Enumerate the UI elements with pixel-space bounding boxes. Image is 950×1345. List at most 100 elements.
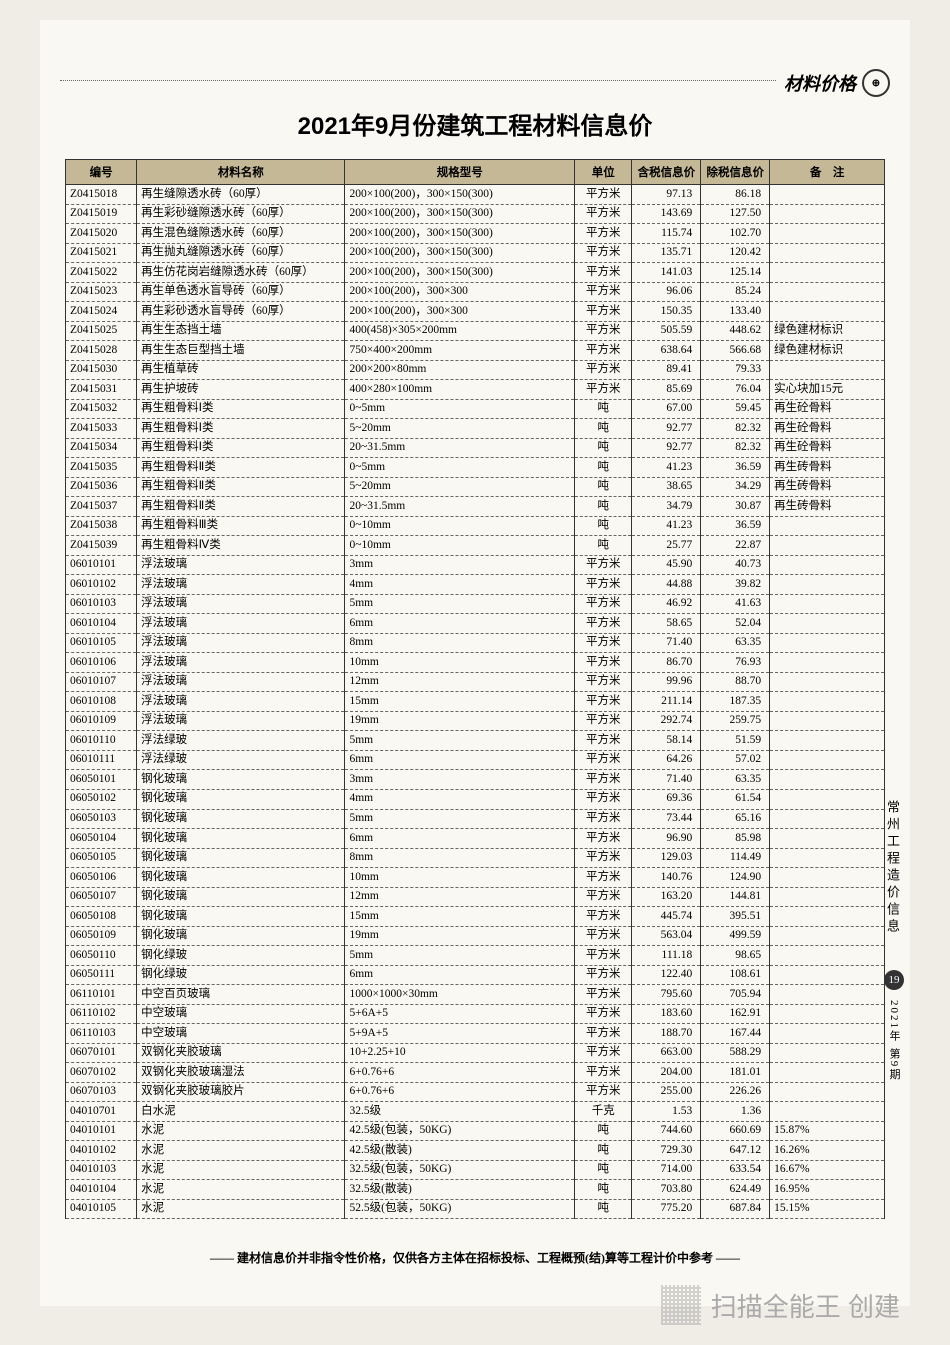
table-cell: 中空百页玻璃	[137, 985, 345, 1005]
table-cell	[770, 302, 885, 322]
table-row: 06010102浮法玻璃4mm平方米44.8839.82	[66, 575, 885, 595]
table-cell: 255.00	[632, 1082, 701, 1102]
table-row: 06050102钢化玻璃4mm平方米69.3661.54	[66, 789, 885, 809]
table-cell: 吨	[575, 419, 632, 439]
table-cell	[770, 1043, 885, 1063]
table-cell: 吨	[575, 536, 632, 556]
table-cell: 再生砖骨料	[770, 458, 885, 478]
table-cell: 16.67%	[770, 1160, 885, 1180]
table-cell: 再生生态挡土墙	[137, 321, 345, 341]
table-cell: 06070101	[66, 1043, 137, 1063]
table-cell: 平方米	[575, 321, 632, 341]
table-row: 06010107浮法玻璃12mm平方米99.9688.70	[66, 672, 885, 692]
table-row: Z0415036再生粗骨料Ⅱ类5~20mm吨38.6534.29再生砖骨料	[66, 477, 885, 497]
table-cell: 44.88	[632, 575, 701, 595]
table-cell: 平方米	[575, 770, 632, 790]
table-cell: 120.42	[701, 243, 770, 263]
table-cell	[770, 809, 885, 829]
table-cell: 122.40	[632, 965, 701, 985]
table-cell: 395.51	[701, 907, 770, 927]
table-cell: 3mm	[345, 555, 575, 575]
table-cell: 04010101	[66, 1121, 137, 1141]
col-header: 规格型号	[345, 160, 575, 185]
table-cell: 63.35	[701, 633, 770, 653]
table-cell: 平方米	[575, 985, 632, 1005]
table-cell: 73.44	[632, 809, 701, 829]
table-cell: 钢化玻璃	[137, 868, 345, 888]
table-cell: 06010102	[66, 575, 137, 595]
table-cell	[770, 789, 885, 809]
table-cell: 绿色建材标识	[770, 321, 885, 341]
table-cell: 200×100(200)，300×150(300)	[345, 243, 575, 263]
table-cell: 吨	[575, 1160, 632, 1180]
table-cell: 再生粗骨料Ⅰ类	[137, 419, 345, 439]
table-cell	[770, 653, 885, 673]
table-cell: 06010105	[66, 633, 137, 653]
table-cell: 115.74	[632, 224, 701, 244]
table-cell: 46.92	[632, 594, 701, 614]
table-cell: 钢化玻璃	[137, 809, 345, 829]
table-cell: 127.50	[701, 204, 770, 224]
table-cell	[770, 985, 885, 1005]
table-cell: 06010109	[66, 711, 137, 731]
table-cell: 浮法玻璃	[137, 614, 345, 634]
table-cell: 705.94	[701, 985, 770, 1005]
table-cell: 06110103	[66, 1024, 137, 1044]
table-cell: 188.70	[632, 1024, 701, 1044]
table-cell: 12mm	[345, 672, 575, 692]
table-cell: 82.32	[701, 438, 770, 458]
table-cell: 平方米	[575, 789, 632, 809]
table-cell: 633.54	[701, 1160, 770, 1180]
table-cell: 浮法玻璃	[137, 653, 345, 673]
table-cell: 6mm	[345, 829, 575, 849]
table-cell: Z0415035	[66, 458, 137, 478]
table-cell	[770, 204, 885, 224]
table-cell: 平方米	[575, 848, 632, 868]
table-cell	[770, 1102, 885, 1122]
table-cell: 再生仿花岗岩缝隙透水砖（60厚）	[137, 263, 345, 283]
table-cell: 04010102	[66, 1141, 137, 1161]
header-divider: 材料价格 ⊕	[60, 80, 890, 81]
table-cell: 259.75	[701, 711, 770, 731]
table-cell: 06050105	[66, 848, 137, 868]
table-row: 06070103双钢化夹胶玻璃胶片6+0.76+6平方米255.00226.26	[66, 1082, 885, 1102]
table-cell: 663.00	[632, 1043, 701, 1063]
table-row: 06050105钢化玻璃8mm平方米129.03114.49	[66, 848, 885, 868]
table-cell: 143.69	[632, 204, 701, 224]
table-cell: 41.63	[701, 594, 770, 614]
table-cell: 平方米	[575, 1043, 632, 1063]
table-cell	[770, 965, 885, 985]
table-row: 04010102水泥42.5级(散装)吨729.30647.1216.26%	[66, 1141, 885, 1161]
table-cell: 448.62	[701, 321, 770, 341]
table-cell: 平方米	[575, 692, 632, 712]
table-cell: Z0415020	[66, 224, 137, 244]
table-cell: 167.44	[701, 1024, 770, 1044]
table-cell: 平方米	[575, 1063, 632, 1083]
table-cell: 钢化绿玻	[137, 965, 345, 985]
table-cell: Z0415038	[66, 516, 137, 536]
table-cell	[770, 224, 885, 244]
table-cell: 吨	[575, 1141, 632, 1161]
table-cell: 平方米	[575, 965, 632, 985]
table-cell: 714.00	[632, 1160, 701, 1180]
table-cell: 平方米	[575, 672, 632, 692]
price-table: 编号材料名称规格型号单位含税信息价除税信息价备 注 Z0415018再生缝隙透水…	[65, 159, 885, 1219]
table-cell: 32.5级(包装，50KG)	[345, 1160, 575, 1180]
table-cell: 42.5级(包装，50KG)	[345, 1121, 575, 1141]
table-cell: Z0415036	[66, 477, 137, 497]
table-row: Z0415019再生彩砂缝隙透水砖（60厚）200×100(200)，300×1…	[66, 204, 885, 224]
table-cell: 140.76	[632, 868, 701, 888]
table-cell: 41.23	[632, 516, 701, 536]
table-cell: 平方米	[575, 750, 632, 770]
table-cell: 129.03	[632, 848, 701, 868]
table-cell: 水泥	[137, 1121, 345, 1141]
table-cell: 04010701	[66, 1102, 137, 1122]
table-row: 06050108钢化玻璃15mm平方米445.74395.51	[66, 907, 885, 927]
qr-icon	[661, 1285, 701, 1325]
table-cell: 58.14	[632, 731, 701, 751]
table-row: Z0415031再生护坡砖400×280×100mm平方米85.6976.04实…	[66, 380, 885, 400]
table-cell: 82.32	[701, 419, 770, 439]
table-cell: Z0415028	[66, 341, 137, 361]
table-cell: 88.70	[701, 672, 770, 692]
table-cell: 162.91	[701, 1004, 770, 1024]
